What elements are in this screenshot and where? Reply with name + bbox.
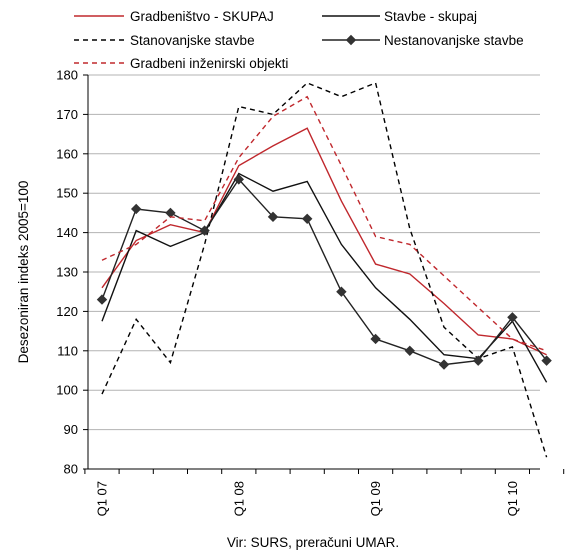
- series-lines: [96, 81, 552, 458]
- series-line-stavbe-skupaj: [101, 172, 548, 383]
- legend-marker-nestanovanjske-stavbe: [345, 34, 357, 46]
- grid-lines: [88, 74, 540, 470]
- series-line-gradbeni-in-enirski-objekti: [101, 95, 547, 352]
- y-tick-label-170: 170: [56, 107, 78, 122]
- data-point-marker: [370, 333, 381, 345]
- data-point-marker: [267, 211, 279, 223]
- y-tick-label-110: 110: [57, 343, 78, 358]
- data-point-marker: [541, 355, 552, 366]
- data-point-marker: [165, 207, 176, 219]
- data-point-marker: [507, 312, 518, 323]
- data-point-marker: [438, 359, 450, 370]
- y-tick-label-160: 160: [56, 146, 78, 161]
- series-line-stanovanjske-stavbe: [101, 81, 548, 458]
- y-tick-label-140: 140: [56, 225, 78, 240]
- y-tick-label-90: 90: [64, 422, 78, 437]
- data-point-marker: [404, 345, 416, 357]
- y-tick-label-130: 130: [56, 265, 78, 280]
- x-tick-label-Q1-10: Q1 10: [505, 481, 520, 516]
- source-note: Vir: SURS, preračuni UMAR.: [227, 535, 399, 550]
- legend-label-gradbeni-in-enirski-objekti: Gradbeni inženirski objekti: [130, 56, 288, 71]
- data-point-marker: [336, 286, 347, 297]
- legend: Gradbeništvo - SKUPAJ Stavbe - skupaj Stan…: [74, 9, 524, 71]
- y-tick-label-150: 150: [56, 186, 78, 201]
- data-point-marker: [130, 203, 142, 215]
- y-tick-label-120: 120: [56, 304, 78, 319]
- x-axis-ticks: Q1 07 Q1 08 Q1 09 Q1 10: [84, 469, 565, 516]
- x-tick-label-Q1-09: Q1 09: [368, 481, 383, 516]
- series-line-gradbeni-tvo-skupaj: [101, 127, 547, 356]
- x-tick-label-Q1-08: Q1 08: [231, 481, 246, 516]
- data-point-marker: [472, 355, 484, 366]
- legend-label-gradbeni-tvo-skupaj: Gradbeništvo - SKUPAJ: [130, 9, 274, 24]
- y-axis-ticks: 80 90 100 110 120 130 140 150 160 170 180: [56, 68, 88, 477]
- y-axis-label: Desezoniran indeks 2005=100: [16, 181, 31, 364]
- legend-label-stanovanjske-stavbe: Stanovanjske stavbe: [130, 33, 255, 48]
- legend-label-stavbe-skupaj: Stavbe - skupaj: [384, 9, 477, 24]
- y-tick-label-180: 180: [56, 68, 78, 83]
- data-point-marker: [301, 213, 313, 225]
- y-tick-label-100: 100: [56, 383, 78, 398]
- legend-label-nestanovanjske-stavbe: Nestanovanjske stavbe: [384, 33, 524, 48]
- data-point-marker: [96, 294, 108, 305]
- data-point-marker: [199, 225, 210, 236]
- x-tick-label-Q1-07: Q1 07: [95, 481, 110, 516]
- data-point-marker: [233, 174, 245, 185]
- series-line-nestanovanjske-stavbe: [101, 178, 548, 366]
- y-tick-label-80: 80: [64, 462, 78, 477]
